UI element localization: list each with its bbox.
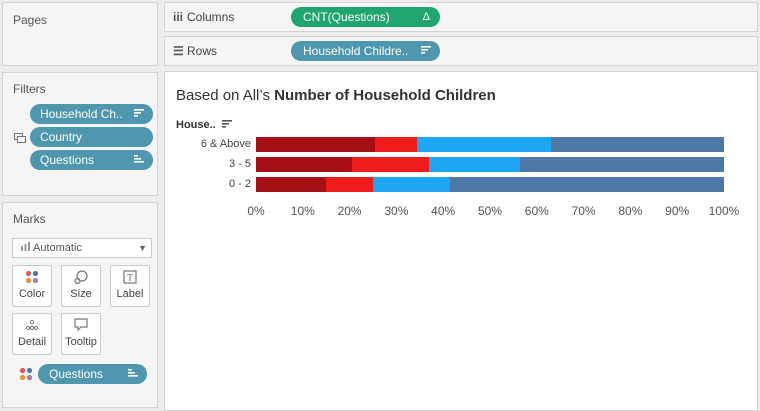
marks-pill-questions[interactable]: Questions bbox=[38, 364, 147, 384]
bar-segment[interactable] bbox=[256, 157, 352, 172]
x-tick-label: 10% bbox=[290, 204, 315, 218]
sort-icon[interactable] bbox=[221, 119, 232, 131]
row-label: 0 - 2 bbox=[228, 178, 251, 190]
detail-label: Detail bbox=[17, 336, 47, 348]
filter-pill-label: Questions bbox=[40, 153, 95, 167]
row-label: 6 & Above bbox=[200, 138, 251, 150]
size-icon bbox=[62, 266, 100, 288]
x-tick-label: 20% bbox=[337, 204, 362, 218]
viz-view: Based on All’s Number of Household Child… bbox=[164, 71, 758, 411]
color-label: Color bbox=[18, 288, 46, 300]
bar-segment[interactable] bbox=[375, 137, 418, 152]
x-tick-label: 30% bbox=[384, 204, 409, 218]
marks-pill-label: Questions bbox=[49, 367, 104, 381]
x-tick-label: 80% bbox=[618, 204, 643, 218]
mark-type-label: Automatic bbox=[33, 242, 82, 254]
svg-text:T: T bbox=[127, 273, 133, 283]
rows-icon: ☰ bbox=[173, 44, 184, 58]
x-tick-label: 40% bbox=[431, 204, 456, 218]
color-button[interactable]: Color bbox=[12, 265, 52, 307]
table-calc-delta-icon: Δ bbox=[422, 11, 430, 23]
color-dots-icon bbox=[13, 266, 51, 288]
detail-button[interactable]: Detail bbox=[12, 313, 52, 355]
label-button[interactable]: T Label bbox=[110, 265, 150, 307]
columns-icon: iii bbox=[173, 10, 184, 24]
pages-title: Pages bbox=[13, 13, 48, 27]
bar-segment[interactable] bbox=[351, 157, 430, 172]
bar-segment[interactable] bbox=[520, 157, 724, 172]
row-label: 3 - 5 bbox=[228, 158, 251, 170]
bar-sort-icon bbox=[134, 150, 144, 170]
columns-shelf-label: iii Columns bbox=[173, 10, 235, 24]
context-filter-icon bbox=[14, 132, 26, 143]
bar-segment[interactable] bbox=[256, 137, 376, 152]
filter-pill-household-children[interactable]: Household Ch.. bbox=[30, 104, 153, 124]
label-icon: T bbox=[111, 266, 149, 288]
filters-title: Filters bbox=[13, 82, 46, 96]
color-dots-icon bbox=[19, 367, 33, 384]
filter-pill-questions[interactable]: Questions bbox=[30, 150, 153, 170]
rows-shelf[interactable]: ☰ Rows Household Childre.. bbox=[164, 36, 758, 66]
columns-pill-label: CNT(Questions) bbox=[303, 10, 390, 24]
row-field-header[interactable]: House.. bbox=[176, 119, 232, 131]
sort-icon bbox=[421, 41, 431, 61]
x-tick-label: 60% bbox=[524, 204, 549, 218]
rows-shelf-label: ☰ Rows bbox=[173, 44, 218, 58]
filter-pill-country[interactable]: Country bbox=[30, 127, 153, 147]
detail-dots-icon bbox=[13, 314, 51, 336]
rows-pill-household-children[interactable]: Household Childre.. bbox=[291, 41, 440, 61]
tooltip-label: Tooltip bbox=[65, 336, 97, 348]
tooltip-button[interactable]: Tooltip bbox=[61, 313, 101, 355]
x-tick-label: 100% bbox=[708, 204, 740, 218]
chevron-down-icon: ▼ bbox=[138, 243, 147, 253]
bar-segment[interactable] bbox=[429, 157, 521, 172]
rows-pill-label: Household Childre.. bbox=[303, 44, 409, 58]
speech-bubble-icon bbox=[62, 314, 100, 336]
x-tick-label: 70% bbox=[571, 204, 596, 218]
mark-type-dropdown[interactable]: Automatic ▼ bbox=[12, 238, 152, 258]
x-tick-label: 0% bbox=[247, 204, 265, 218]
marks-card: Marks Automatic ▼ Color Size T Label Det… bbox=[2, 202, 158, 408]
size-button[interactable]: Size bbox=[61, 265, 101, 307]
columns-shelf[interactable]: iii Columns CNT(Questions) Δ bbox=[164, 2, 758, 32]
filter-pill-label: Country bbox=[40, 130, 83, 144]
bar-segment[interactable] bbox=[450, 177, 724, 192]
bar-segment[interactable] bbox=[256, 177, 327, 192]
bar-segment[interactable] bbox=[550, 137, 724, 152]
bar-segment[interactable] bbox=[373, 177, 451, 192]
bar-segment[interactable] bbox=[326, 177, 373, 192]
columns-pill-cnt-questions[interactable]: CNT(Questions) Δ bbox=[291, 7, 440, 27]
size-label: Size bbox=[70, 288, 92, 300]
bar-chart-icon bbox=[21, 239, 33, 257]
filter-pill-label: Household Ch.. bbox=[40, 107, 123, 121]
sort-icon bbox=[134, 104, 144, 124]
bar-segment[interactable] bbox=[417, 137, 551, 152]
bar-sort-icon bbox=[128, 364, 138, 384]
pages-shelf[interactable]: Pages bbox=[2, 2, 158, 66]
label-label: Label bbox=[116, 288, 144, 300]
filters-shelf[interactable]: Filters Household Ch.. Country Questions bbox=[2, 72, 158, 196]
marks-title: Marks bbox=[13, 212, 46, 226]
viz-title: Based on All’s Number of Household Child… bbox=[176, 87, 496, 104]
x-tick-label: 90% bbox=[665, 204, 690, 218]
x-tick-label: 50% bbox=[477, 204, 503, 218]
